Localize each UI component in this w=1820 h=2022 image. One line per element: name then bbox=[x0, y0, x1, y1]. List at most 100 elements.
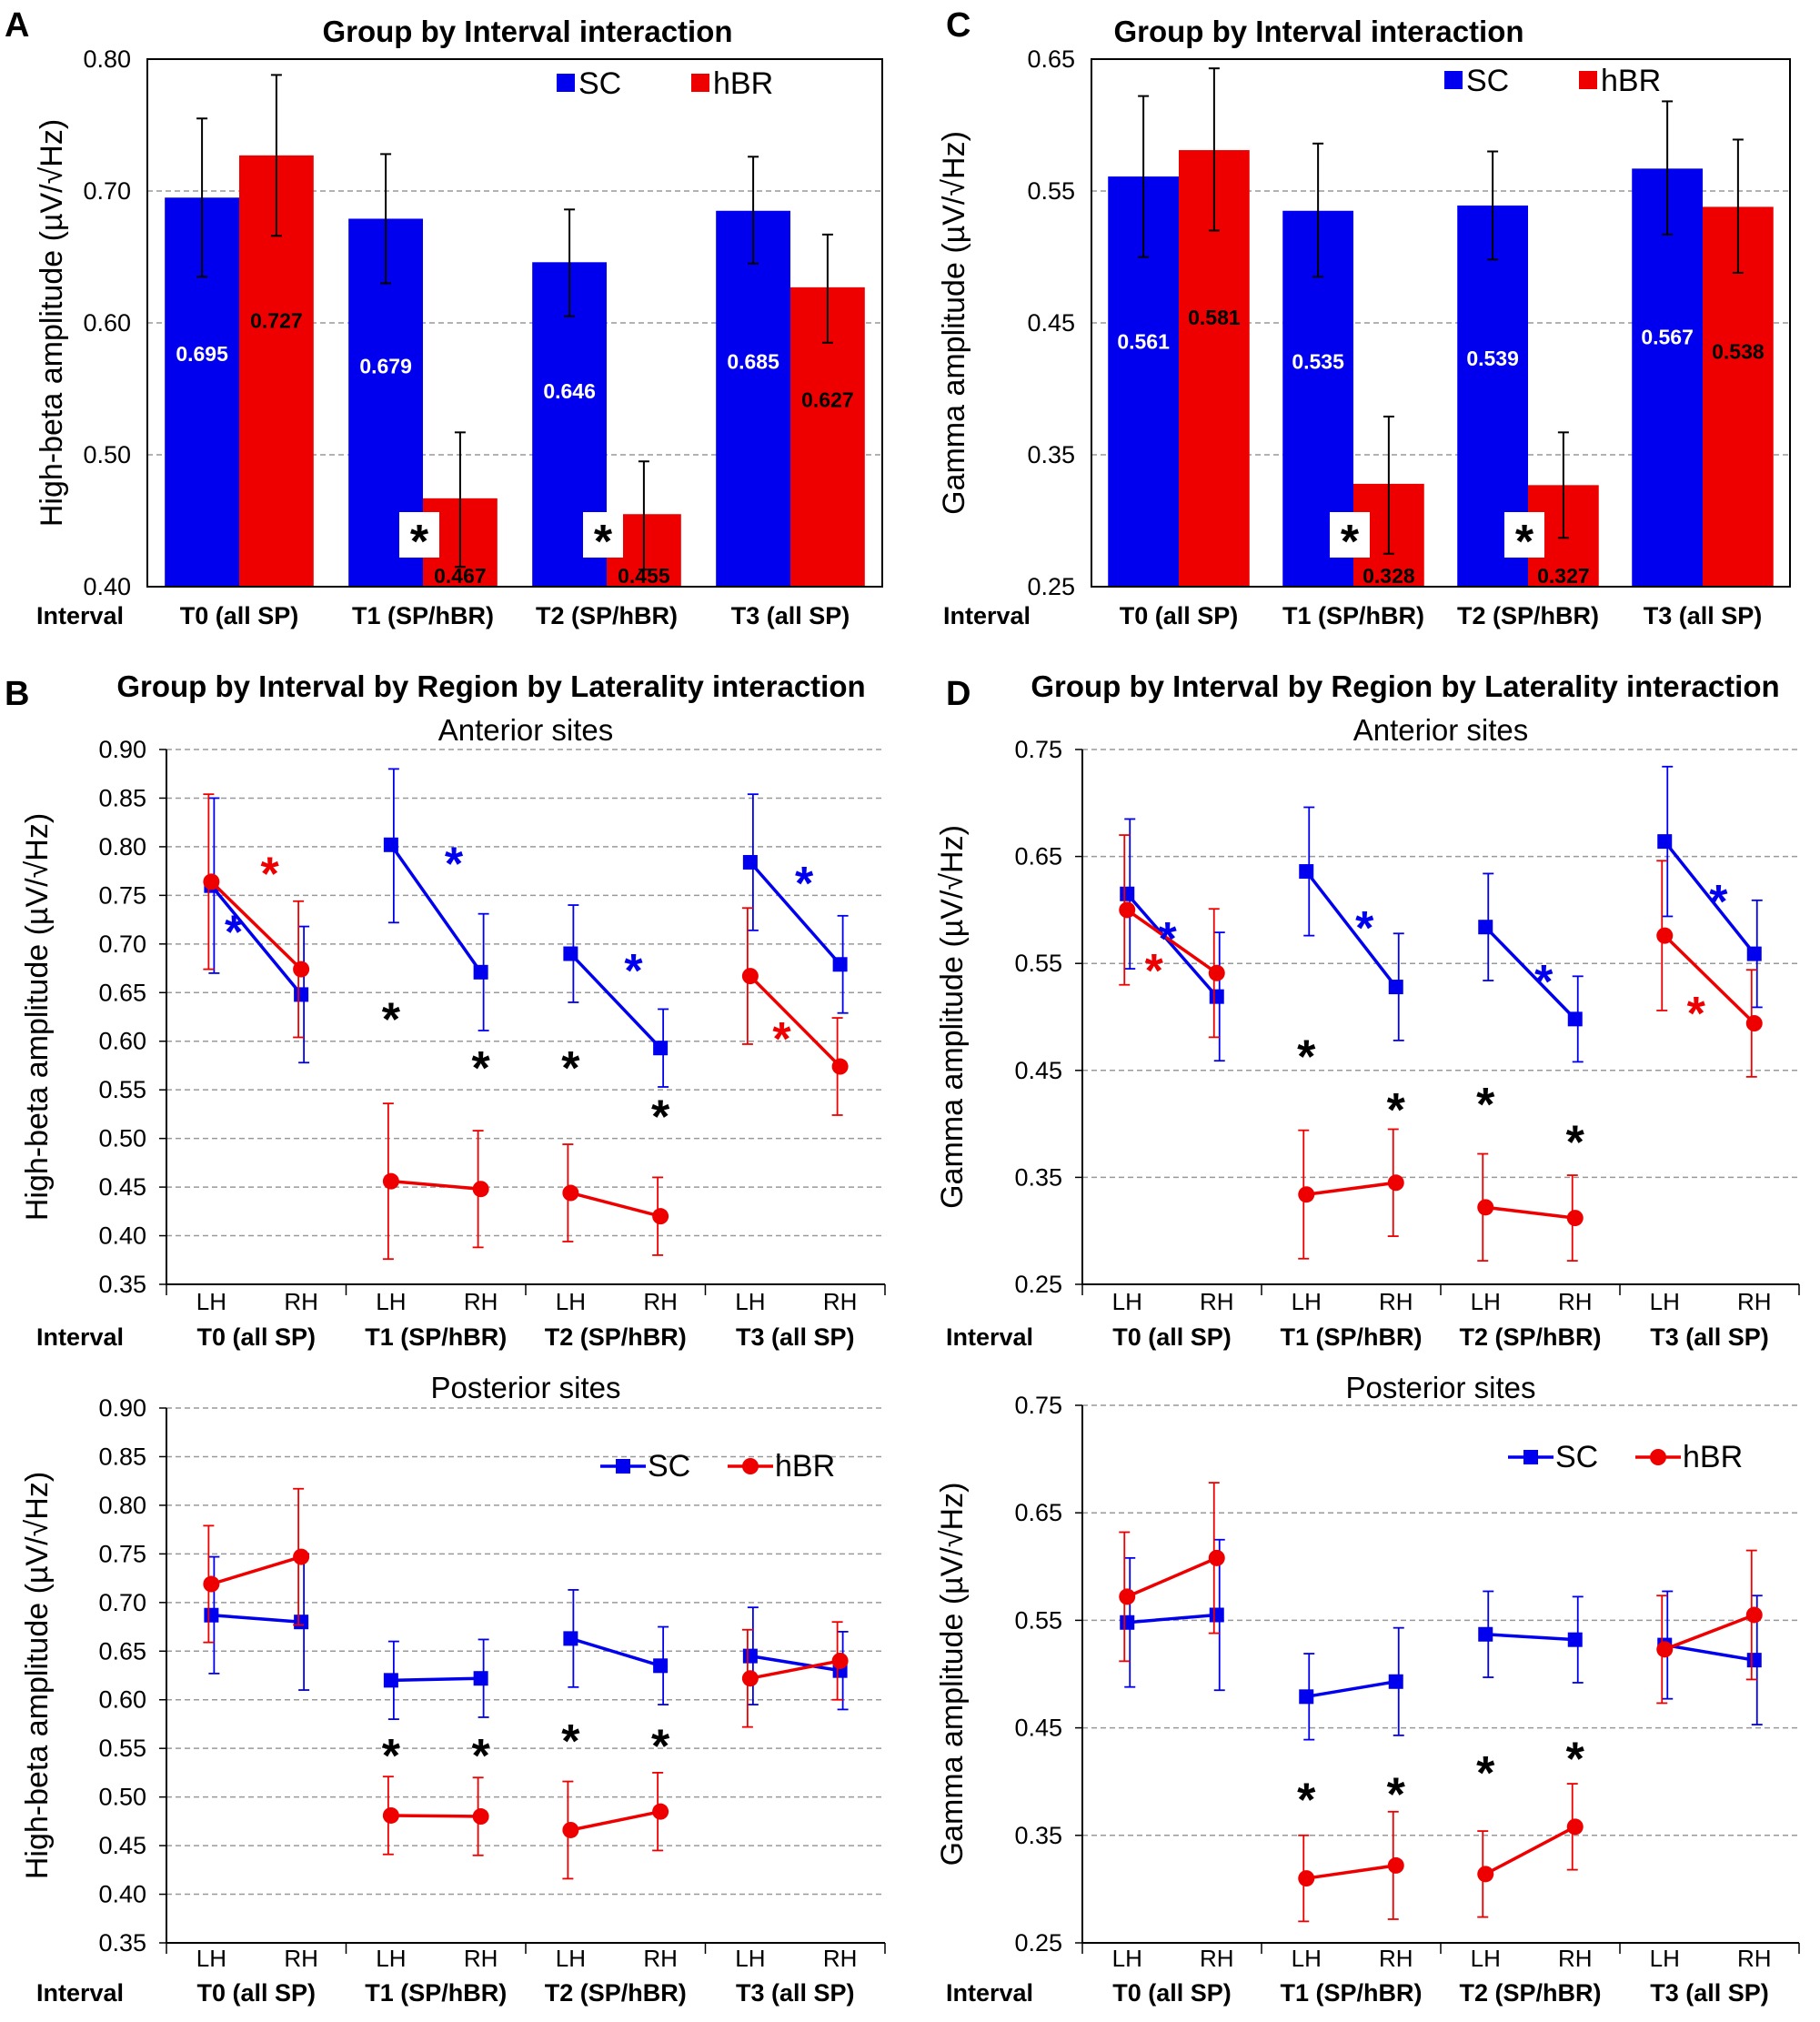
series-line-hBR bbox=[749, 974, 841, 1068]
data-point-sc bbox=[563, 946, 578, 961]
data-point-hbr bbox=[293, 1548, 310, 1565]
category-label: T3 (all SP) bbox=[1644, 602, 1763, 629]
series-line-SC bbox=[749, 1654, 840, 1673]
legend: SC hBR bbox=[1444, 64, 1661, 98]
series-line-hBR bbox=[1306, 1864, 1396, 1880]
legend-marker-sc bbox=[616, 1459, 630, 1474]
category-label: T2 (SP/hBR) bbox=[1459, 1979, 1601, 2007]
data-point-hbr bbox=[652, 1208, 669, 1225]
bar-value-label: 0.727 bbox=[250, 309, 303, 333]
plot-frame bbox=[1091, 58, 1791, 588]
legend-swatch-hbr bbox=[1579, 71, 1597, 89]
bar-SC bbox=[1632, 168, 1703, 587]
data-point-hbr bbox=[652, 1803, 669, 1820]
data-point-hbr bbox=[1298, 1186, 1315, 1203]
y-tick-label: 0.75 bbox=[1014, 1392, 1062, 1419]
hemisphere-label: LH bbox=[735, 1945, 765, 1972]
category-label: T2 (SP/hBR) bbox=[536, 602, 678, 629]
y-tick-label: 0.45 bbox=[1014, 1715, 1062, 1742]
data-point-sc bbox=[1746, 946, 1762, 961]
data-point-hbr bbox=[1208, 964, 1225, 981]
y-tick-label: 0.70 bbox=[83, 177, 131, 205]
data-point-hbr bbox=[1656, 1641, 1674, 1658]
legend: SC hBR bbox=[557, 66, 773, 101]
series-line-hBR bbox=[1664, 934, 1755, 1025]
data-point-hbr bbox=[741, 1670, 759, 1687]
y-tick-label: 0.55 bbox=[98, 1735, 146, 1762]
series-line-hBR bbox=[1664, 1613, 1755, 1651]
interval-label: Interval bbox=[36, 1979, 124, 2007]
y-axis-label: High-beta amplitude (µV/√Hz) bbox=[35, 119, 69, 527]
interval-label: Interval bbox=[36, 602, 124, 629]
y-tick-label: 0.55 bbox=[1014, 950, 1062, 977]
series-line-hBR bbox=[569, 1191, 661, 1218]
category-label: T3 (all SP) bbox=[736, 1323, 855, 1351]
significance-star: * bbox=[1476, 1079, 1495, 1132]
significance-star: * bbox=[225, 906, 244, 959]
data-point-hbr bbox=[293, 961, 310, 978]
bar-value-label: 0.467 bbox=[434, 564, 487, 588]
data-point-hbr bbox=[1566, 1210, 1584, 1227]
category-label: T3 (all SP) bbox=[736, 1979, 855, 2007]
star-box bbox=[1330, 512, 1370, 558]
significance-star: * bbox=[1709, 876, 1728, 929]
data-point-sc bbox=[294, 1615, 309, 1630]
hemisphere-label: RH bbox=[823, 1288, 858, 1315]
hemisphere-label: RH bbox=[284, 1288, 318, 1315]
hemisphere-label: RH bbox=[464, 1288, 498, 1315]
category-label: T1 (SP/hBR) bbox=[1280, 1323, 1422, 1351]
data-point-hbr bbox=[831, 1652, 849, 1669]
significance-star: * bbox=[594, 516, 613, 568]
hemisphere-label: LH bbox=[556, 1945, 586, 1972]
data-point-hbr bbox=[1119, 1588, 1136, 1605]
series-line-hBR bbox=[210, 880, 303, 971]
series-line-hBR bbox=[1126, 908, 1218, 975]
panel-letter: D bbox=[946, 675, 970, 713]
significance-star: * bbox=[445, 839, 464, 891]
data-point-sc bbox=[1657, 834, 1673, 850]
hemisphere-label: LH bbox=[1112, 1288, 1142, 1315]
data-point-hbr bbox=[562, 1821, 579, 1838]
line-chart-B-anterior: 0.35 0.40 0.45 0.50 0.55 0.60 0.65 0.70 0.75 0.80… bbox=[20, 713, 886, 1351]
category-label: T2 (SP/hBR) bbox=[545, 1979, 687, 2007]
y-tick-label: 0.45 bbox=[98, 1173, 146, 1201]
bar-value-label: 0.538 bbox=[1712, 339, 1765, 363]
panel-letter: C bbox=[946, 6, 970, 45]
star-box bbox=[583, 512, 623, 558]
y-tick-label: 0.90 bbox=[98, 1394, 146, 1422]
subplot-title: Posterior sites bbox=[1345, 1371, 1535, 1404]
significance-star: * bbox=[410, 516, 429, 568]
significance-star: * bbox=[382, 1730, 401, 1783]
data-point-sc bbox=[1478, 920, 1493, 935]
significance-star: * bbox=[1387, 1084, 1406, 1137]
bar-value-label: 0.581 bbox=[1188, 306, 1241, 329]
series-line-SC bbox=[1485, 1633, 1575, 1642]
data-point-hbr bbox=[831, 1058, 849, 1075]
category-label: T1 (SP/hBR) bbox=[1282, 602, 1424, 629]
plot-frame bbox=[146, 58, 883, 588]
series-line-SC bbox=[210, 884, 303, 996]
legend-label-sc: SC bbox=[1466, 64, 1509, 98]
y-axis-label: Gamma amplitude (µV/√Hz) bbox=[935, 1483, 970, 1866]
legend-marker-sc bbox=[1523, 1450, 1538, 1464]
y-tick-label: 0.50 bbox=[83, 441, 131, 468]
category-label: T2 (SP/hBR) bbox=[545, 1323, 687, 1351]
y-tick-label: 0.65 bbox=[1014, 1499, 1062, 1526]
bar-value-label: 0.627 bbox=[801, 388, 854, 412]
significance-star: * bbox=[1566, 1116, 1585, 1169]
y-tick-label: 0.45 bbox=[98, 1832, 146, 1859]
category-label: T3 (all SP) bbox=[1650, 1979, 1769, 2007]
series-line-hBR bbox=[210, 1554, 302, 1586]
significance-star: * bbox=[260, 848, 279, 900]
data-point-sc bbox=[742, 1648, 758, 1664]
hemisphere-label: LH bbox=[196, 1288, 226, 1315]
y-tick-label: 0.50 bbox=[98, 1784, 146, 1811]
data-point-hbr bbox=[472, 1808, 489, 1826]
legend-label-sc: SC bbox=[648, 1449, 690, 1484]
y-tick-label: 0.45 bbox=[1014, 1057, 1062, 1084]
y-tick-label: 0.60 bbox=[98, 1686, 146, 1714]
y-tick-label: 0.35 bbox=[1014, 1822, 1062, 1849]
data-point-hbr bbox=[1208, 1549, 1225, 1566]
hemisphere-label: LH bbox=[1112, 1945, 1142, 1972]
bar-value-label: 0.679 bbox=[359, 354, 412, 377]
